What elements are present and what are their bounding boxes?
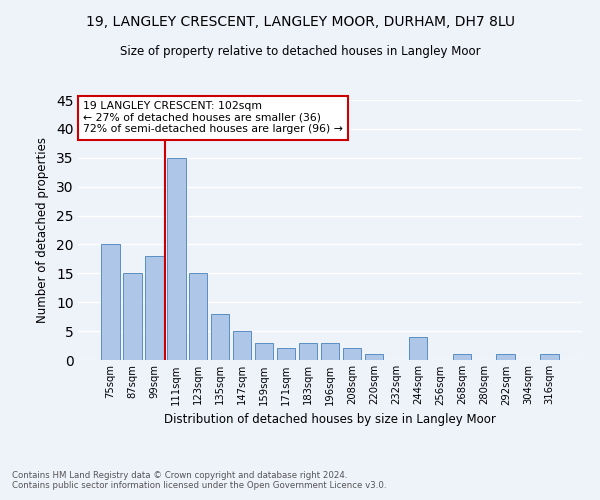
Bar: [277, 348, 295, 360]
Text: 19, LANGLEY CRESCENT, LANGLEY MOOR, DURHAM, DH7 8LU: 19, LANGLEY CRESCENT, LANGLEY MOOR, DURH…: [86, 15, 515, 29]
Bar: [299, 342, 317, 360]
Y-axis label: Number of detached properties: Number of detached properties: [36, 137, 49, 323]
Text: Size of property relative to detached houses in Langley Moor: Size of property relative to detached ho…: [119, 45, 481, 58]
Text: Contains HM Land Registry data © Crown copyright and database right 2024.
Contai: Contains HM Land Registry data © Crown c…: [12, 470, 386, 490]
Bar: [343, 348, 361, 360]
Bar: [211, 314, 229, 360]
Bar: [320, 342, 340, 360]
Bar: [123, 274, 142, 360]
Bar: [496, 354, 515, 360]
Bar: [167, 158, 185, 360]
Bar: [101, 244, 119, 360]
Bar: [189, 274, 208, 360]
Bar: [452, 354, 471, 360]
Bar: [365, 354, 383, 360]
Bar: [255, 342, 274, 360]
Text: 19 LANGLEY CRESCENT: 102sqm
← 27% of detached houses are smaller (36)
72% of sem: 19 LANGLEY CRESCENT: 102sqm ← 27% of det…: [83, 102, 343, 134]
Bar: [145, 256, 164, 360]
Bar: [233, 331, 251, 360]
Bar: [409, 337, 427, 360]
X-axis label: Distribution of detached houses by size in Langley Moor: Distribution of detached houses by size …: [164, 413, 496, 426]
Bar: [541, 354, 559, 360]
